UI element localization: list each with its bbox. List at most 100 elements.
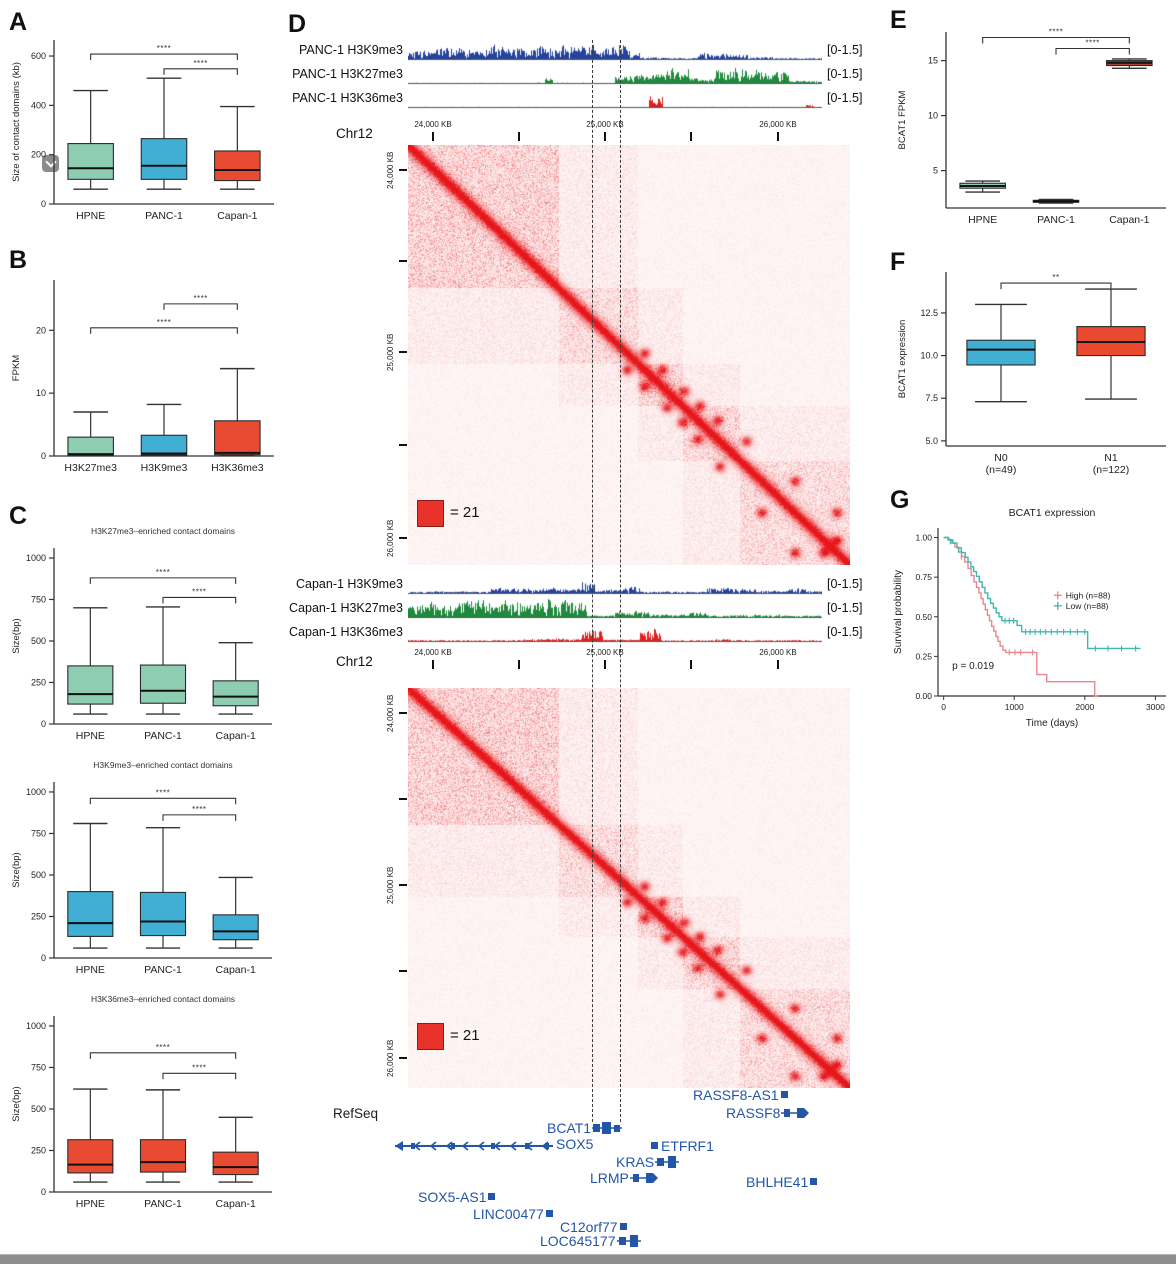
panel-letter-c: C xyxy=(9,502,28,530)
svg-text:PANC-1: PANC-1 xyxy=(144,730,182,742)
svg-text:1000: 1000 xyxy=(26,553,46,563)
hic-left-label-1-2: 25,000 KB xyxy=(386,333,395,371)
gene-bcat1: BCAT1 xyxy=(547,1120,623,1136)
hic-left-label-1-0: 24,000 KB xyxy=(386,151,395,189)
track-label-panc1-1: PANC-1 H3K27me3 xyxy=(292,67,403,81)
hic-legend-label-1: = 21 xyxy=(450,504,480,521)
panel-b-chart: 0 10 20 FPKM **** **** H3K27me3 H3K9me3 H3K36me3 xyxy=(8,266,282,491)
gene-sox5: SOX5 xyxy=(556,1136,593,1152)
svg-text:750: 750 xyxy=(31,828,46,838)
gene-glyph-lrmp xyxy=(629,1173,658,1183)
gene-label-rassf8-as1: RASSF8-AS1 xyxy=(693,1087,779,1103)
hic-legend-square-2 xyxy=(417,1023,444,1050)
gene-body-sox5 xyxy=(395,1141,553,1151)
ruler-ticklabel-2-0: 24,000 KB xyxy=(414,648,452,657)
track-label-panc1-2: PANC-1 H3K36me3 xyxy=(292,91,403,105)
panel-a-chart: 0 200 400 600 Size of contact domains (kb) **… xyxy=(8,28,282,239)
svg-text:0.50: 0.50 xyxy=(915,612,932,622)
svg-text:H3K36me3–enriched contact doma: H3K36me3–enriched contact domains xyxy=(91,994,235,1004)
gene-glyph-bcat1 xyxy=(592,1122,623,1134)
ruler-tick-2-1 xyxy=(518,660,521,669)
collapse-badge[interactable] xyxy=(42,155,59,172)
panel-c2-chart: H3K9me3–enriched contact domains 0 250 500 7… xyxy=(8,754,280,989)
chipseq-track-capan1-2 xyxy=(408,622,822,643)
hic-heatmap-2 xyxy=(408,688,850,1088)
svg-text:(n=49): (n=49) xyxy=(986,464,1017,476)
svg-text:750: 750 xyxy=(31,594,46,604)
track-label-capan1-2: Capan-1 H3K36me3 xyxy=(289,625,403,639)
track-range-panc1-2: [0-1.5] xyxy=(827,91,863,105)
hic-heatmap-1 xyxy=(408,145,850,565)
svg-text:N1: N1 xyxy=(1104,452,1118,464)
chipseq-track-panc1-1 xyxy=(408,64,822,85)
gene-body-sox5-holder xyxy=(393,1139,555,1158)
window-bottom-edge xyxy=(0,1254,1176,1264)
ruler-tick-2-2 xyxy=(603,660,606,669)
svg-text:Size of contact domains (kb): Size of contact domains (kb) xyxy=(11,62,22,182)
svg-text:10.0: 10.0 xyxy=(920,351,938,361)
svg-text:1.00: 1.00 xyxy=(915,533,932,543)
hic-left-tick-1-0 xyxy=(399,168,407,171)
chrom-label-2: Chr12 xyxy=(336,654,373,669)
svg-text:0: 0 xyxy=(41,719,46,729)
gene-rassf8: RASSF8 xyxy=(726,1105,810,1121)
svg-text:Survival probability: Survival probability xyxy=(893,570,904,654)
svg-text:400: 400 xyxy=(31,100,46,110)
ruler-tick-1-0 xyxy=(432,132,435,141)
hic-left-label-2-2: 25,000 KB xyxy=(386,866,395,904)
track-range-panc1-0: [0-1.5] xyxy=(827,43,863,57)
svg-text:PANC-1: PANC-1 xyxy=(145,210,183,222)
gene-label-linc00477: LINC00477 xyxy=(473,1206,544,1222)
svg-text:0.25: 0.25 xyxy=(915,651,932,661)
svg-text:****: **** xyxy=(157,44,171,53)
svg-text:****: **** xyxy=(157,318,171,327)
svg-text:****: **** xyxy=(156,788,170,797)
svg-text:BCAT1 expression: BCAT1 expression xyxy=(1009,507,1096,519)
svg-text:20: 20 xyxy=(36,325,46,335)
svg-text:7.5: 7.5 xyxy=(925,393,938,403)
svg-text:Size(bp): Size(bp) xyxy=(11,618,22,653)
svg-text:Capan-1: Capan-1 xyxy=(216,1198,256,1210)
svg-text:250: 250 xyxy=(31,1145,46,1155)
gene-label-c12orf77: C12orf77 xyxy=(560,1219,618,1235)
gene-glyph-rassf8 xyxy=(781,1108,810,1118)
svg-text:200: 200 xyxy=(31,150,46,160)
ruler-ticklabel-1-2: 25,000 KB xyxy=(586,120,624,129)
svg-text:1000: 1000 xyxy=(26,1021,46,1031)
gene-glyph-rassf8-as1 xyxy=(780,1091,788,1098)
svg-text:FPKM: FPKM xyxy=(11,355,22,381)
panel-f-chart: 5.0 7.5 10.0 12.5 BCAT1 expression ** N0 (n=49)… xyxy=(894,258,1174,493)
svg-text:0: 0 xyxy=(41,451,46,461)
svg-text:****: **** xyxy=(156,568,170,577)
svg-text:1000: 1000 xyxy=(1005,702,1024,712)
region-dashed-line-2 xyxy=(620,40,621,1122)
track-range-capan1-0: [0-1.5] xyxy=(827,577,863,591)
gene-glyph-etfrf1 xyxy=(651,1142,658,1149)
svg-text:****: **** xyxy=(192,587,206,596)
track-range-capan1-1: [0-1.5] xyxy=(827,601,863,615)
svg-text:H3K9me3–enriched contact domai: H3K9me3–enriched contact domains xyxy=(93,760,232,770)
gene-glyph-bhlhe41 xyxy=(810,1178,818,1185)
chipseq-track-panc1-2 xyxy=(408,88,822,109)
svg-text:Capan-1: Capan-1 xyxy=(216,730,256,742)
hic-left-tick-2-4 xyxy=(399,1057,407,1059)
svg-text:0: 0 xyxy=(41,199,46,209)
gene-label-kras: KRAS xyxy=(616,1154,655,1170)
ruler-ticklabel-1-0: 24,000 KB xyxy=(414,120,452,129)
chipseq-track-panc1-0 xyxy=(408,40,822,61)
gene-rassf8-as1: RASSF8-AS1 xyxy=(693,1087,790,1103)
svg-text:15: 15 xyxy=(928,56,938,66)
svg-text:10: 10 xyxy=(928,111,938,121)
gene-c12orf77: C12orf77 xyxy=(560,1219,629,1235)
boxplot-f: 5.0 7.5 10.0 12.5 BCAT1 expression ** N0(n=49)… xyxy=(897,272,1166,476)
svg-text:500: 500 xyxy=(31,870,46,880)
svg-text:Size(bp): Size(bp) xyxy=(11,1086,22,1121)
boxplot-a: 0 200 400 600 Size of contact domains (kb) **… xyxy=(11,40,274,222)
svg-text:PANC-1: PANC-1 xyxy=(1037,214,1075,226)
svg-text:0: 0 xyxy=(41,953,46,963)
svg-text:BCAT1 FPKM: BCAT1 FPKM xyxy=(897,90,908,149)
gene-glyph-sox5-as1 xyxy=(488,1193,496,1200)
ruler-ticklabel-1-4: 26,000 KB xyxy=(759,120,797,129)
ruler-tick-1-2 xyxy=(603,132,606,141)
ruler-tick-2-4 xyxy=(776,660,779,669)
